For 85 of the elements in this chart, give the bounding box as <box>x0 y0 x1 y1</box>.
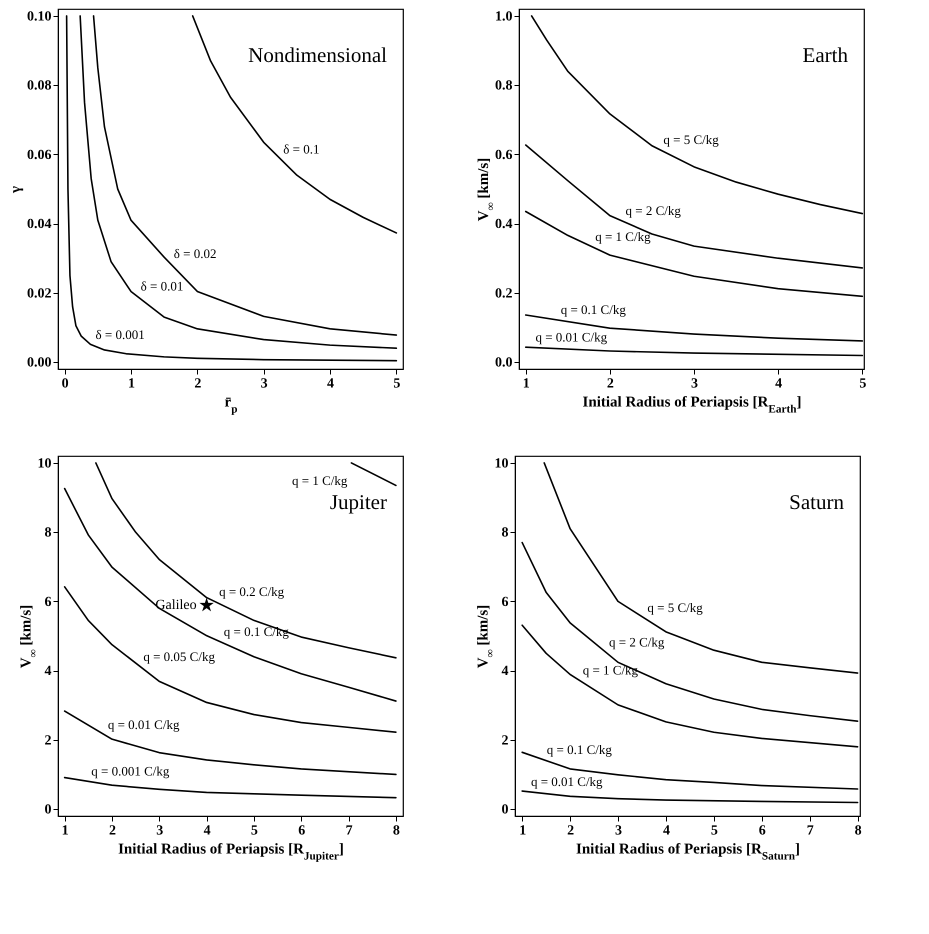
x-axis-title: Initial Radius of Periapsis [R$_{Saturn}$] <box>576 842 800 862</box>
annotation: q = 5 C/kg <box>663 132 720 147</box>
line-series <box>521 790 858 804</box>
y-tick-label: 1.0 <box>495 9 512 24</box>
x-tick-label: 5 <box>393 376 400 392</box>
x-tick-label: 2 <box>606 376 614 392</box>
annotation: q = 0.2 C/kg <box>219 584 285 600</box>
annotation: q = 0.01 C/kg <box>535 330 608 345</box>
y-tick-label: 0.8 <box>495 78 512 94</box>
y-tick-label: 0.02 <box>27 286 52 302</box>
x-tick-label: 8 <box>392 824 400 838</box>
x-tick-label: 2 <box>108 824 116 838</box>
annotation: q = 2 C/kg <box>626 203 682 218</box>
x-tick-label: 3 <box>615 824 622 838</box>
x-tick-label: 6 <box>298 824 306 838</box>
text: Nondimensional <box>248 43 388 67</box>
y-tick-label: 0.06 <box>27 148 52 163</box>
annotation: q = 1 C/kg <box>595 228 652 244</box>
annotation: δ = 0.1 <box>283 142 320 157</box>
y-tick-label: 0.6 <box>495 148 512 163</box>
line-series <box>64 586 397 734</box>
y-tick-label: 2 <box>44 733 52 748</box>
x-tick-label: 2 <box>194 376 202 392</box>
text: Jupiter <box>330 490 388 514</box>
x-tick-label: 4 <box>775 376 782 392</box>
y-tick-label: 0 <box>44 802 52 818</box>
y-tick-label: 0.4 <box>495 217 512 232</box>
text: Earth <box>802 43 848 67</box>
annotation: q = 0.05 C/kg <box>143 648 216 664</box>
y-tick-label: 10 <box>38 456 52 472</box>
annotation: q = 0.001 C/kg <box>91 763 170 778</box>
annotation: q = 0.01 C/kg <box>530 774 604 789</box>
y-tick-label: 0.2 <box>495 286 512 302</box>
x-axis-title: Initial Radius of Periapsis [R$_{Earth}$] <box>582 394 802 416</box>
y-tick-label: 6 <box>44 594 52 610</box>
x-tick-label: 5 <box>710 824 718 838</box>
series-label: Galileo <box>155 598 197 614</box>
x-tick-label: 1 <box>128 376 135 392</box>
y-tick-label: 0 <box>502 802 508 818</box>
x-tick-label: 6 <box>758 824 766 838</box>
annotation: q = 0.01 C/kg <box>108 717 180 732</box>
annotation: q = 0.1 C/kg <box>560 302 626 317</box>
line-series <box>64 776 397 798</box>
x-tick-label: 2 <box>567 824 574 838</box>
x-tick-label: 0 <box>62 376 69 392</box>
x-tick-label: 1 <box>522 376 530 392</box>
y-tick-label: 8 <box>44 526 52 541</box>
y-tick-label: 4 <box>44 664 52 680</box>
annotation: q = 2 C/kg <box>609 634 665 650</box>
x-tick-label: 3 <box>260 376 268 392</box>
y-tick-label: 10 <box>494 456 508 472</box>
annotation: q = 5 C/kg <box>647 600 704 615</box>
x-tick-label: 4 <box>204 824 211 838</box>
x-tick-label: 3 <box>156 824 164 838</box>
annotation: q = 0.1 C/kg <box>546 742 612 757</box>
line-series <box>192 15 398 234</box>
y-tick-label: 0.0 <box>495 356 512 371</box>
y-tick-label: 0.08 <box>27 78 52 94</box>
x-tick-label: 5 <box>859 376 866 392</box>
x-axis-title: r̄$_{p}$ <box>224 394 238 416</box>
x-tick-label: 7 <box>806 824 814 838</box>
y-axis-title: γ <box>8 186 24 194</box>
x-tick-label: 1 <box>519 824 526 838</box>
annotation: δ = 0.001 <box>96 327 145 342</box>
y-tick-label: 4 <box>502 664 508 680</box>
text: Saturn <box>789 490 844 514</box>
y-tick-label: 2 <box>502 733 508 748</box>
x-tick-label: 1 <box>62 824 69 838</box>
x-axis-title: Initial Radius of Periapsis [R$_{Jupiter}$] <box>118 842 344 862</box>
annotation: δ = 0.02 <box>174 246 217 262</box>
y-tick-label: 8 <box>502 526 508 541</box>
x-tick-label: 7 <box>346 824 353 838</box>
x-tick-label: 5 <box>250 824 258 838</box>
x-tick-label: 4 <box>327 376 334 392</box>
y-tick-label: 6 <box>502 594 508 610</box>
line-series <box>521 542 858 722</box>
annotation: δ = 0.01 <box>140 278 184 294</box>
x-tick-label: 4 <box>662 824 670 838</box>
y-tick-label: 0.10 <box>27 9 52 24</box>
y-tick-label: 0.04 <box>27 217 52 232</box>
x-tick-label: 3 <box>691 376 698 392</box>
annotation: q = 1 C/kg <box>292 472 348 488</box>
line-series <box>64 488 397 702</box>
y-tick-label: 0.00 <box>27 356 52 371</box>
x-tick-label: 8 <box>854 824 862 838</box>
